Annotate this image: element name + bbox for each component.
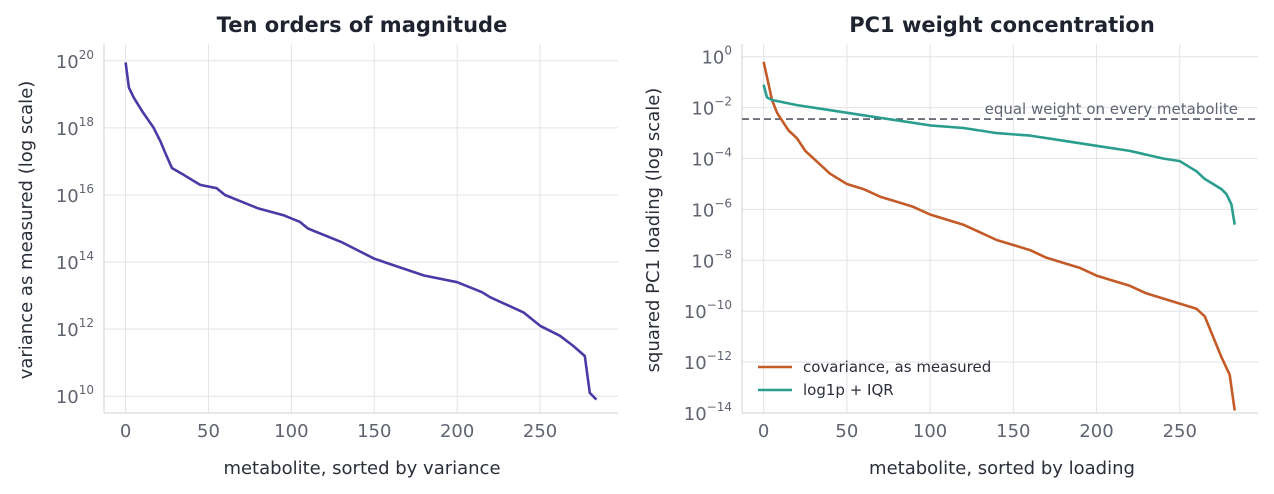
x-tick-label: 250 xyxy=(523,421,557,442)
y-tick-label: 10−8 xyxy=(691,247,732,272)
y-tick-label: 1018 xyxy=(56,115,94,140)
y-tick-label: 10−2 xyxy=(691,95,732,120)
x-tick-label: 200 xyxy=(1079,421,1113,442)
y-tick-label: 10−14 xyxy=(684,400,732,425)
y-tick-label: 1010 xyxy=(56,383,94,408)
x-axis-label: metabolite, sorted by variance xyxy=(223,458,500,479)
y-tick-label: 10−10 xyxy=(684,298,732,323)
x-tick-label: 50 xyxy=(835,421,858,442)
x-tick-label: 0 xyxy=(120,421,131,442)
y-tick-label: 1014 xyxy=(56,249,94,274)
x-tick-label: 150 xyxy=(357,421,391,442)
x-tick-label: 150 xyxy=(996,421,1030,442)
y-tick-label: 1016 xyxy=(56,182,94,207)
y-axis-label: squared PC1 loading (log scale) xyxy=(643,88,664,373)
y-tick-label: 10−12 xyxy=(684,349,732,374)
chart-title: PC1 weight concentration xyxy=(849,13,1155,37)
x-tick-label: 0 xyxy=(758,421,769,442)
y-tick-label: 10−4 xyxy=(691,146,732,171)
reference-line-label: equal weight on every metabolite xyxy=(985,100,1238,118)
series-line-1 xyxy=(762,84,1236,225)
chart-panel-pc1-weight: PC1 weight concentration squared PC1 loa… xyxy=(643,13,1258,479)
y-axis-label: variance as measured (log scale) xyxy=(16,81,37,380)
y-tick-label: 10−6 xyxy=(691,196,732,221)
x-axis-label: metabolite, sorted by loading xyxy=(869,458,1135,479)
x-tick-label: 50 xyxy=(197,421,220,442)
x-tick-label: 100 xyxy=(913,421,947,442)
chart-title: Ten orders of magnitude xyxy=(217,13,508,37)
legend-label: covariance, as measured xyxy=(803,358,991,376)
x-tick-label: 100 xyxy=(274,421,308,442)
chart-panel-variance: Ten orders of magnitude variance as meas… xyxy=(16,13,618,479)
y-tick-label: 1020 xyxy=(56,48,94,73)
y-tick-label: 100 xyxy=(701,44,732,69)
x-tick-label: 200 xyxy=(440,421,474,442)
series-line-0 xyxy=(762,61,1236,411)
x-tick-label: 250 xyxy=(1163,421,1197,442)
legend-label: log1p + IQR xyxy=(803,381,894,399)
y-tick-label: 1012 xyxy=(56,316,94,341)
series-line-0 xyxy=(124,62,598,401)
